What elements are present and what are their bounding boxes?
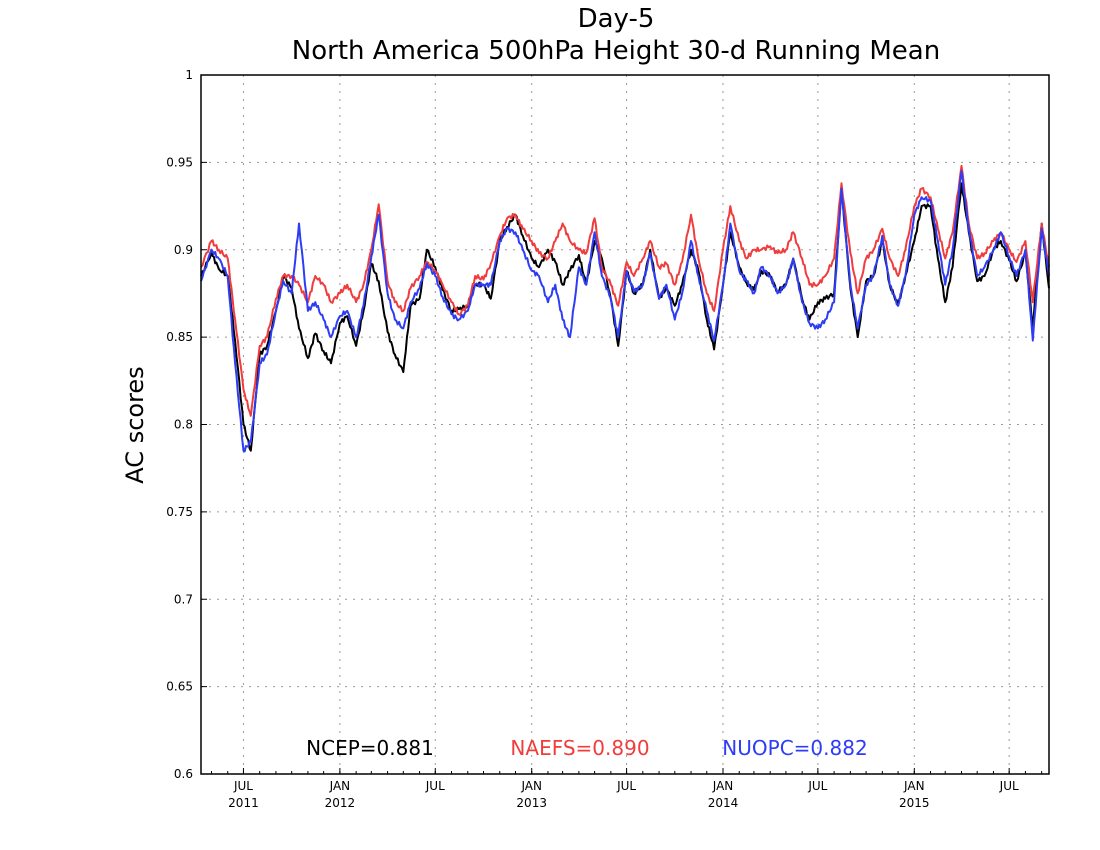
legend-entry: NUOPC=0.882 — [722, 736, 867, 760]
legend-entry: NAEFS=0.890 — [510, 736, 649, 760]
series-line-2 — [200, 164, 1050, 417]
chart-subtitle: North America 500hPa Height 30-d Running… — [292, 36, 940, 66]
x-tick-year-label: 2012 — [325, 796, 356, 810]
series-line-3 — [200, 170, 1050, 453]
y-tick-label: 0.6 — [174, 767, 193, 781]
x-tick-label: JUL — [807, 779, 827, 793]
x-tick-label: JUL — [999, 779, 1019, 793]
grid-lines — [201, 75, 1049, 774]
x-tick-label: JUL — [616, 779, 636, 793]
x-tick-year-label: 2013 — [516, 796, 547, 810]
y-tick-label: 1 — [185, 68, 193, 82]
y-tick-label: 0.9 — [174, 243, 193, 257]
y-axis-label: AC scores — [121, 366, 149, 483]
y-tick-label: 0.7 — [174, 592, 193, 606]
y-tick-label: 0.85 — [166, 330, 193, 344]
series-line-1 — [200, 182, 1050, 452]
y-tick-label: 0.95 — [166, 155, 193, 169]
chart-title: Day-5 — [578, 4, 655, 34]
x-tick-label: JUL — [425, 779, 445, 793]
x-tick-label: JAN — [712, 779, 734, 793]
series-group — [200, 164, 1050, 453]
x-tick-label: JAN — [329, 779, 351, 793]
x-tick-year-label: 2011 — [228, 796, 259, 810]
y-tick-label: 0.65 — [166, 680, 193, 694]
x-tick-year-label: 2015 — [899, 796, 930, 810]
y-tick-label: 0.8 — [174, 418, 193, 432]
axis-ticks: 0.6 0.65 0.7 0.75 0.8 0.85 0.9 0.95 1 JUL 2011 JAN 2… — [166, 68, 1043, 810]
x-tick-label: JAN — [520, 779, 542, 793]
x-tick-label: JAN — [903, 779, 925, 793]
legend-entry: NCEP=0.881 — [306, 736, 434, 760]
x-tick-year-label: 2014 — [708, 796, 739, 810]
legend: NCEP=0.881 NAEFS=0.890 NUOPC=0.882 — [306, 736, 868, 760]
x-tick-label: JUL — [233, 779, 253, 793]
y-tick-label: 0.75 — [166, 505, 193, 519]
